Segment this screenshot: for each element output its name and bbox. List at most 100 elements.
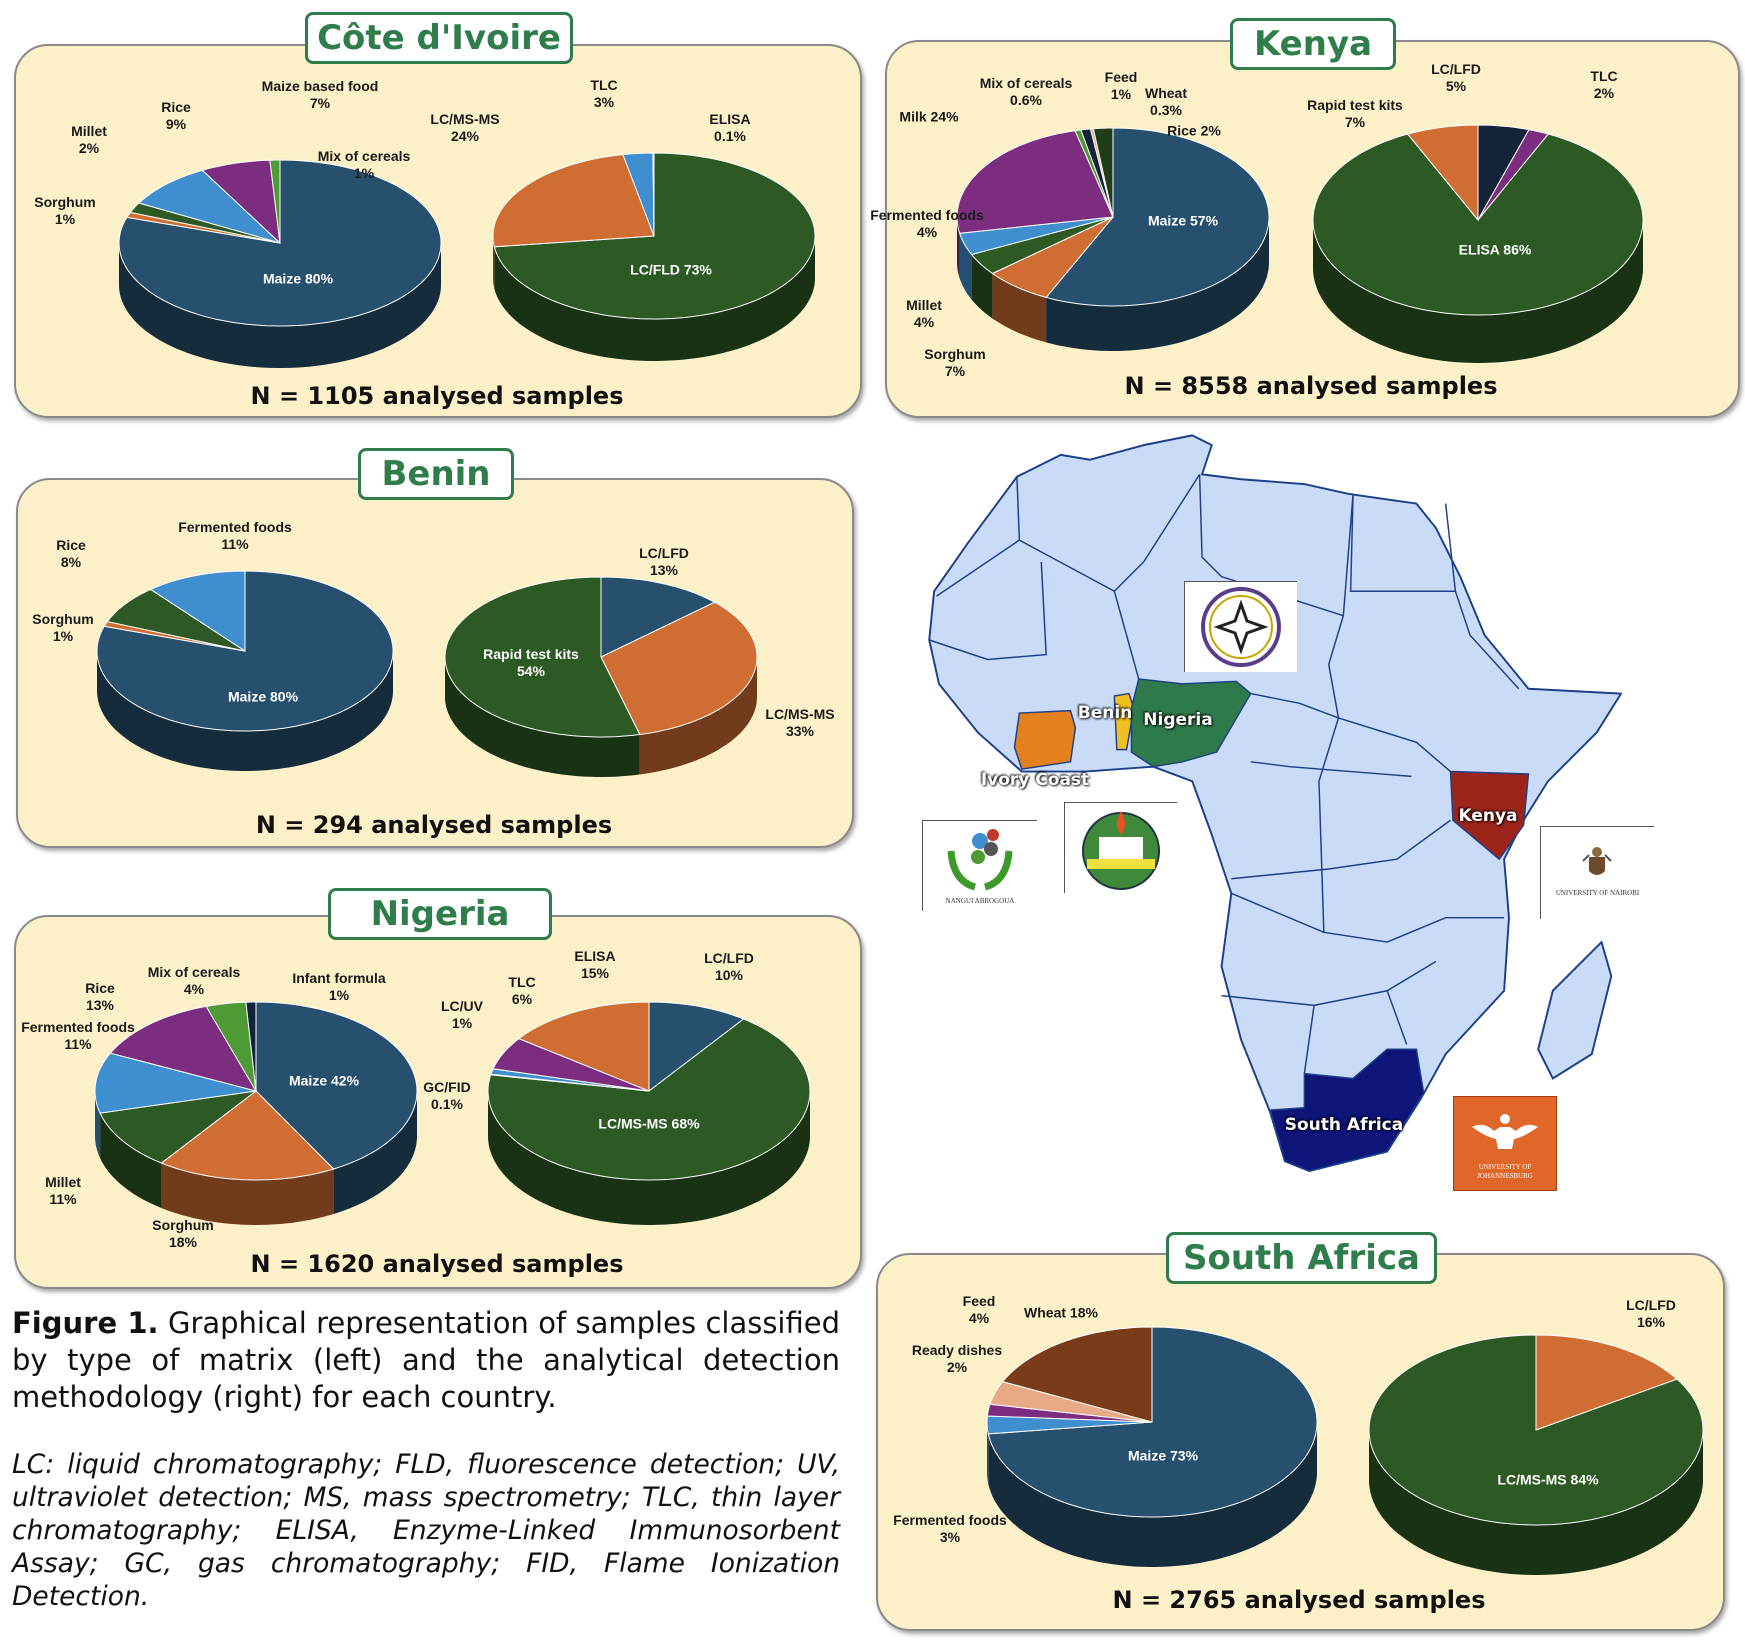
data-label-feed: Feed 4% (963, 1293, 996, 1327)
slice-name: GC/FID (423, 1079, 471, 1095)
data-label-tlc: TLC 2% (1590, 68, 1617, 102)
slice-value: 0.6% (1010, 92, 1042, 108)
panel-title-kenya: Kenya (1230, 18, 1396, 70)
logo-university-of-nairobi: UNIVERSITY OF NAIROBI (1540, 826, 1654, 919)
data-label-wheat: Wheat 18% (1024, 1305, 1098, 1322)
slice-name: Fermented foods (893, 1512, 1007, 1528)
coat-of-arms-icon (1582, 847, 1612, 875)
data-label-lc-uv: LC/UV 1% (441, 998, 483, 1032)
slice-name: Millet (71, 123, 107, 139)
data-label-rice: Rice 9% (161, 99, 191, 133)
map-ivory-coast (1013, 709, 1077, 770)
slice-value: 1% (54, 211, 76, 227)
sample-count-nigeria: N = 1620 analysed samples (250, 1250, 624, 1278)
slice-value: 4% (913, 314, 935, 330)
country-borders (928, 473, 1520, 1074)
slice-name: Rice (1167, 122, 1197, 139)
slice-value: 0.1% (714, 128, 746, 144)
abbreviations-note: LC: liquid chromatography; FLD, fluoresc… (12, 1449, 840, 1612)
data-label-lc-ms-ms: LC/MS-MS 68% (598, 1116, 699, 1133)
map-label-kenya: Kenya (1458, 806, 1518, 826)
slice-value: 3% (939, 1529, 961, 1545)
slice-name: Sorghum (152, 1217, 214, 1233)
slice-name: LC/LFD (704, 950, 754, 966)
data-label-elisa: ELISA 0.1% (709, 111, 750, 145)
slice-value: 24% (930, 108, 959, 125)
slice-name: TLC (590, 77, 618, 93)
data-label-rapid-test-kits: Rapid test kits 7% (1307, 97, 1403, 131)
slice-value: 4% (916, 224, 938, 240)
slice-value: 7% (309, 95, 331, 111)
slice-value: 1% (353, 165, 375, 181)
data-label-fermented-foods: Fermented foods 3% (893, 1512, 1007, 1546)
map-label-benin: Benin (1077, 703, 1133, 723)
hands-molecule-icon (947, 829, 1013, 891)
panel-benin (16, 478, 854, 848)
sample-count-kenya: N = 8558 analysed samples (1124, 372, 1498, 400)
data-label-rapid-test-kits: Rapid test kits 54% (483, 646, 579, 680)
slice-value: 4% (968, 1310, 990, 1326)
map-nigeria (1130, 678, 1252, 768)
slice-value: 10% (714, 967, 744, 983)
slice-value: 73% (1169, 1447, 1199, 1464)
data-label-milk: Milk 24% (899, 109, 958, 126)
data-label-ready-dishes: Ready dishes 2% (912, 1342, 1002, 1376)
slice-name: Milk (899, 108, 927, 125)
data-label-lc-lfd: LC/LFD 16% (1626, 1297, 1676, 1331)
data-label-rice: Rice 13% (85, 980, 115, 1014)
panel-cote-divoire (14, 44, 862, 418)
slice-name: Wheat (1024, 1304, 1067, 1321)
seal-icon (1201, 587, 1281, 667)
data-label-rice: Rice 2% (1167, 123, 1221, 140)
slice-name: Fermented foods (178, 519, 292, 535)
slice-name: Maize (262, 270, 302, 287)
data-label-lc-lfd: LC/LFD 10% (704, 950, 754, 984)
figure-caption: Figure 1. Graphical representation of sa… (12, 1305, 840, 1416)
logo-text-johannesburg: UNIVERSITY OF JOHANNESBURG (1477, 1163, 1533, 1180)
map-label-nigeria: Nigeria (1143, 710, 1213, 730)
panel-title-nigeria: Nigeria (328, 888, 552, 940)
slice-value: 1% (328, 987, 350, 1003)
data-label-maize: Maize 80% (263, 271, 333, 288)
slice-value: 80% (304, 270, 334, 287)
data-label-fermented-foods: Fermented foods 4% (870, 207, 984, 241)
slice-name: LC/MS-MS (430, 111, 500, 127)
map-south-africa (1269, 1048, 1425, 1172)
slice-name: Sorghum (924, 346, 986, 362)
slice-value: 80% (269, 688, 299, 705)
slice-name: Feed (1104, 69, 1138, 85)
slice-value: 2% (78, 140, 100, 156)
data-label-lc-ms-ms: LC/MS-MS 24% (430, 111, 499, 145)
data-label-sorghum: Sorghum 1% (34, 194, 95, 228)
slice-name: Maize (1127, 1447, 1167, 1464)
slice-value: 84% (1570, 1471, 1599, 1488)
slice-value: 6% (511, 991, 533, 1007)
data-label-maize: Maize 80% (228, 689, 298, 706)
slice-value: 57% (1189, 212, 1219, 229)
logo-text-nairobi: UNIVERSITY OF NAIROBI (1555, 889, 1640, 897)
slice-value: 1% (1110, 86, 1132, 102)
slice-name: Millet (45, 1174, 81, 1190)
slice-name: Fermented foods (21, 1019, 135, 1035)
caption-text: Graphical representation of samples clas… (12, 1306, 841, 1414)
data-label-lc-ms-ms: LC/MS-MS 84% (1497, 1472, 1598, 1489)
slice-value: 1% (451, 1015, 473, 1031)
data-label-lc-ms-ms: LC/MS-MS 33% (765, 706, 834, 740)
slice-value: 5% (1445, 78, 1467, 94)
sample-count-south-africa: N = 2765 analysed samples (1112, 1586, 1486, 1614)
slice-value: 86% (1503, 241, 1532, 258)
slice-value: 11% (64, 1036, 92, 1052)
panel-title-south-africa: South Africa (1166, 1232, 1437, 1284)
slice-value: 13% (85, 997, 115, 1013)
slice-name: Rapid test kits (1307, 97, 1403, 113)
data-label-maize: Maize 42% (289, 1073, 359, 1090)
slice-name: LC/LFD (639, 545, 689, 561)
slice-name: Feed (962, 1293, 996, 1309)
slice-value: 15% (580, 965, 610, 981)
data-label-millet: Millet 11% (45, 1174, 81, 1208)
slice-name: Infant formula (292, 970, 386, 986)
slice-name: ELISA (709, 111, 751, 127)
slice-value: 18% (1069, 1304, 1098, 1321)
data-label-lc-lfd: LC/LFD 13% (639, 545, 689, 579)
slice-name: LC/LFD (1431, 61, 1481, 77)
